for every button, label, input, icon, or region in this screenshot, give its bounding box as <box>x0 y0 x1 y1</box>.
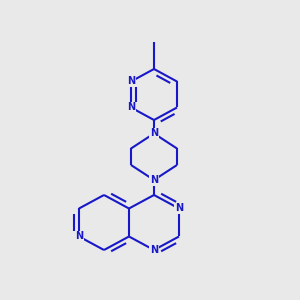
Text: N: N <box>75 232 83 242</box>
Text: N: N <box>127 103 135 112</box>
Text: N: N <box>127 76 135 86</box>
Text: N: N <box>150 175 158 185</box>
Text: N: N <box>150 128 158 139</box>
Text: N: N <box>175 203 183 214</box>
Text: N: N <box>150 245 158 255</box>
